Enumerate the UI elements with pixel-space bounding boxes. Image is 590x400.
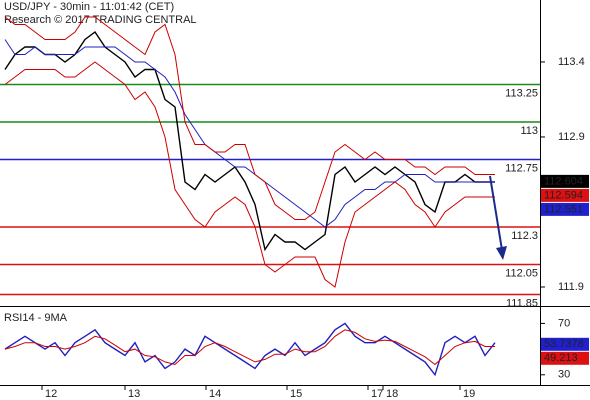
x-tick-label: 19 — [463, 388, 475, 400]
y-tick-label: 113.4 — [558, 56, 585, 68]
x-tick-label: 15 — [290, 388, 302, 400]
level-label: 112.3 — [511, 230, 538, 242]
y-tick-label: 30 — [558, 369, 570, 381]
series-line — [4, 30, 495, 252]
y-tick-label: 112.9 — [558, 131, 585, 143]
series-line — [4, 61, 495, 288]
last-value-label: 53.7378 — [544, 338, 584, 350]
forecast-arrowhead — [496, 246, 507, 260]
last-value-label: 112.604 — [544, 175, 583, 187]
last-value-box — [541, 188, 589, 202]
rsi-title: RSI14 - 9MA — [4, 312, 68, 324]
level-label: 112.05 — [505, 267, 538, 279]
forecast-arrow — [489, 175, 503, 251]
chart-subtitle: Research © 2017 TRADING CENTRAL — [4, 14, 197, 26]
level-label: 112.75 — [505, 162, 538, 174]
level-label: 111.85 — [506, 297, 538, 309]
last-value-box — [541, 202, 589, 216]
x-tick-label: 14 — [209, 388, 221, 400]
last-value-label: 49.213 — [544, 352, 578, 364]
last-value-label: 112.551 — [544, 203, 583, 215]
last-value-label: 112.594 — [544, 189, 583, 201]
chart-title: USD/JPY - 30min - 11:01:42 (CET) — [4, 1, 174, 13]
x-tick-label: 12 — [45, 388, 57, 400]
x-tick-label: 13 — [128, 388, 140, 400]
last-value-box — [541, 174, 589, 188]
y-tick-label: 111.9 — [558, 281, 584, 293]
y-tick-label: 70 — [558, 317, 570, 329]
series-line — [4, 329, 495, 366]
last-value-box — [541, 351, 589, 365]
series-line — [4, 322, 496, 377]
level-label: 113 — [520, 125, 538, 137]
level-label: 113.25 — [505, 87, 538, 99]
series-line — [4, 39, 495, 228]
last-value-box — [541, 337, 589, 351]
x-tick-label: 17 — [371, 388, 383, 400]
series-line — [4, 16, 495, 220]
x-tick-label: 18 — [386, 388, 398, 400]
